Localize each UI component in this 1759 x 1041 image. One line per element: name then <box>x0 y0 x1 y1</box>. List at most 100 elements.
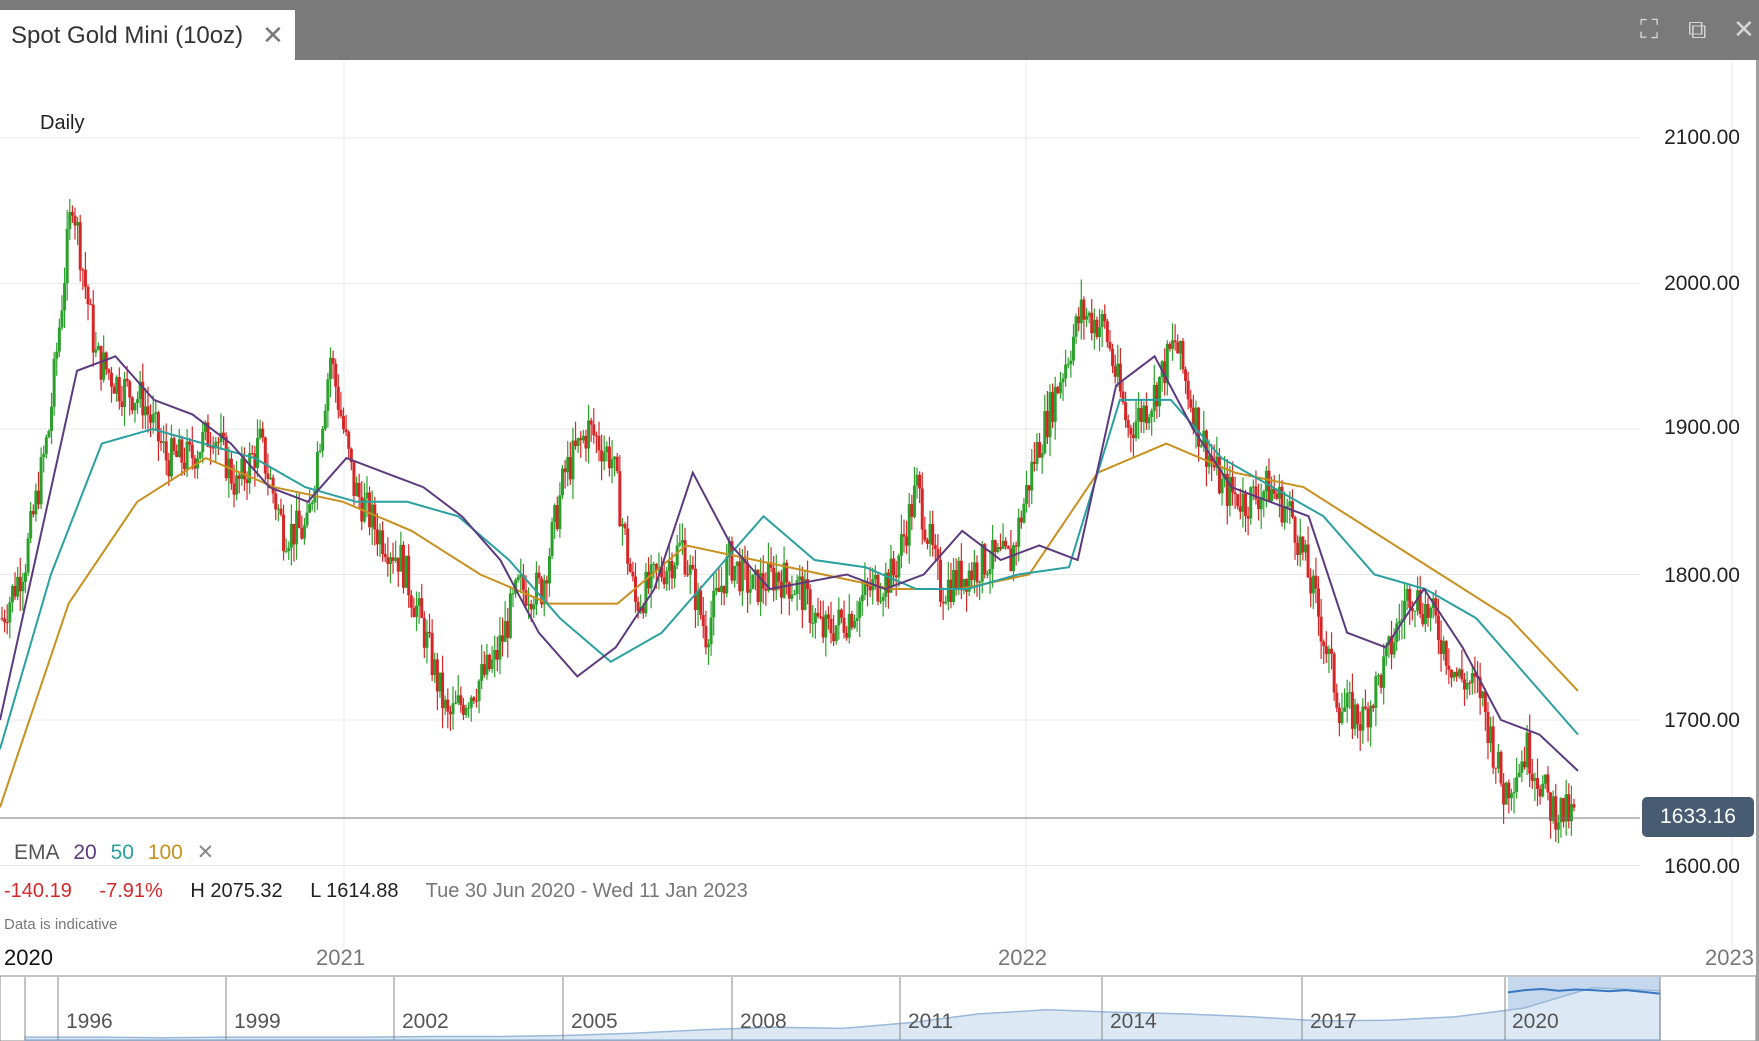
navigator-year: 2020 <box>1512 1010 1559 1033</box>
candle-down-body <box>279 508 283 515</box>
candle-up-body <box>1285 506 1289 508</box>
candle-down-body <box>524 590 528 606</box>
candle-up-body <box>1087 312 1091 317</box>
x-tick-label: 2020 <box>4 945 53 970</box>
candle-up-body <box>1165 343 1169 384</box>
candle-up-body <box>1270 488 1274 502</box>
candle-down-body <box>368 492 372 528</box>
candle-up-body <box>996 547 1000 553</box>
candle-down-body <box>130 397 134 411</box>
candle-down-body <box>1191 407 1195 430</box>
candle-up-body <box>44 437 48 454</box>
candle-down-body <box>1572 804 1576 808</box>
popout-icon[interactable]: ⧉ <box>1688 14 1707 44</box>
candle-down-body <box>568 457 572 480</box>
window-close-icon[interactable]: ✕ <box>1733 14 1755 44</box>
candle-down-body <box>1494 767 1498 769</box>
candle-down-body <box>446 699 450 712</box>
expand-icon[interactable]: ⛶ <box>1640 14 1659 44</box>
candle-down-body <box>1436 615 1440 640</box>
candle-down-body <box>407 555 411 596</box>
candle-down-body <box>628 563 632 572</box>
candle-down-body <box>501 635 505 642</box>
candle-down-body <box>1019 517 1023 523</box>
candle-down-body <box>412 607 416 617</box>
candle-down-body <box>1363 706 1367 709</box>
navigator-year: 1999 <box>234 1010 281 1033</box>
tab-close-icon[interactable]: ✕ <box>262 20 284 50</box>
candle-down-body <box>1410 607 1414 611</box>
candle-down-body <box>1335 692 1339 708</box>
candle-down-body <box>99 346 103 380</box>
chart-tab[interactable]: Spot Gold Mini (10oz) ✕ <box>0 10 295 60</box>
candle-up-body <box>511 593 515 595</box>
candle-down-body <box>1113 366 1117 377</box>
candle-up-body <box>177 439 181 457</box>
navigator-year: 2014 <box>1110 1010 1157 1033</box>
candle-up-body <box>1543 774 1547 784</box>
candle-down-body <box>779 581 783 598</box>
candle-up-body <box>370 504 374 528</box>
candle-down-body <box>1217 456 1221 494</box>
candle-up-body <box>255 438 259 468</box>
candle-up-body <box>928 524 932 544</box>
candle-down-body <box>172 438 176 451</box>
ema-50-label[interactable]: 50 <box>110 841 134 864</box>
candle-down-body <box>232 483 236 495</box>
candle-down-body <box>383 553 387 558</box>
ema-50-line <box>0 398 1579 750</box>
y-tick-label: 1700.00 <box>1664 709 1740 732</box>
candle-down-body <box>112 386 116 394</box>
ema-20-label[interactable]: 20 <box>73 841 97 864</box>
candle-down-body <box>1254 486 1258 500</box>
candle-down-body <box>1499 751 1503 784</box>
candle-down-body <box>349 448 353 463</box>
candle-down-body <box>647 571 651 589</box>
candle-down-body <box>1173 340 1177 343</box>
candle-up-body <box>60 310 64 328</box>
high-value: H 2075.32 <box>190 880 283 902</box>
candle-down-body <box>925 540 929 544</box>
candle-up-body <box>1520 761 1524 773</box>
candle-up-body <box>946 579 950 602</box>
candle-down-body <box>965 579 969 592</box>
candle-up-body <box>287 547 291 552</box>
candle-down-body <box>537 572 541 579</box>
candle-down-body <box>959 560 963 591</box>
ema-100-label[interactable]: 100 <box>147 841 183 864</box>
candle-up-body <box>952 570 956 603</box>
candle-down-body <box>422 617 426 648</box>
candle-up-body <box>399 544 403 572</box>
candle-down-body <box>104 352 108 370</box>
candle-down-body <box>1444 641 1448 666</box>
candle-up-body <box>1452 671 1456 678</box>
candle-down-body <box>83 269 87 287</box>
candle-up-body <box>725 557 729 594</box>
candle-up-body <box>1442 641 1446 655</box>
candle-down-body <box>3 618 7 623</box>
candle-down-body <box>347 432 351 449</box>
candle-up-body <box>547 556 551 584</box>
candle-up-body <box>1384 645 1388 657</box>
timeframe-label[interactable]: Daily <box>40 112 85 134</box>
candle-up-body <box>735 561 739 567</box>
candle-down-body <box>73 215 77 226</box>
price-chart[interactable] <box>0 60 1756 1041</box>
candle-down-body <box>777 572 781 582</box>
navigator-year: 2017 <box>1310 1010 1357 1033</box>
candle-up-body <box>720 585 724 592</box>
candle-down-body <box>618 471 622 527</box>
candle-up-body <box>915 474 919 486</box>
ema-remove-icon[interactable]: ✕ <box>196 841 215 864</box>
candle-down-body <box>1314 575 1318 589</box>
candle-down-body <box>149 414 153 423</box>
candle-down-body <box>459 695 463 706</box>
candle-up-body <box>203 422 207 433</box>
candle-up-body <box>276 508 280 510</box>
candle-down-body <box>654 564 658 571</box>
candle-up-body <box>1327 648 1331 655</box>
candle-up-body <box>1348 692 1352 694</box>
price-stats: -140.19 -7.91% H 2075.32 L 1614.88 Tue 3… <box>4 880 770 903</box>
candle-down-body <box>1463 679 1467 690</box>
candle-down-body <box>540 578 544 605</box>
